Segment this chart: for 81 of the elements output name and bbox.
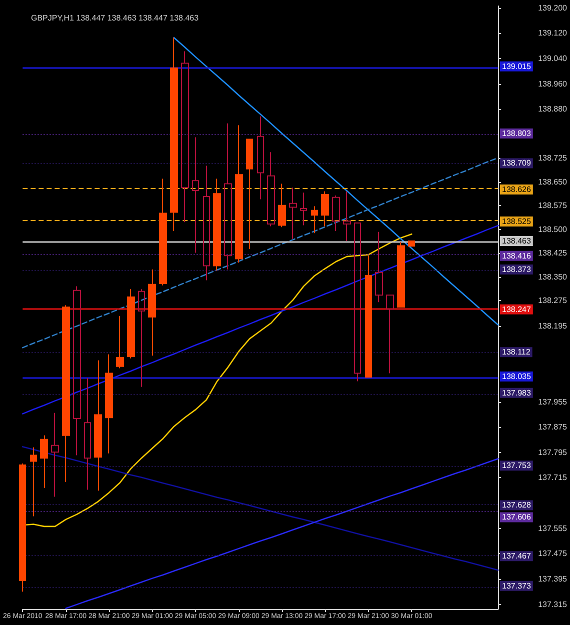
y-tick-label: 139.200 [538, 3, 568, 12]
y-tick-label: 138.650 [538, 177, 568, 186]
candlestick [365, 255, 372, 378]
ref-line-label: 138.463 [502, 236, 532, 246]
ref-line-label: 138.803 [502, 128, 532, 138]
y-tick-label: 138.425 [538, 248, 568, 258]
ref-line-label: 137.983 [502, 388, 532, 398]
line-series [22, 157, 499, 348]
y-tick-label: 138.960 [538, 79, 568, 88]
y-tick-label: 138.575 [538, 201, 568, 210]
candlestick [267, 152, 275, 227]
candlestick [148, 269, 156, 356]
candlestick [192, 136, 199, 254]
y-tick-label: 138.500 [538, 224, 568, 234]
candlestick [127, 288, 135, 359]
candlestick [73, 286, 81, 456]
y-tick-label: 138.195 [538, 321, 568, 330]
candlestick [332, 195, 340, 232]
candlestick [224, 122, 232, 270]
candlestick [84, 378, 91, 490]
candlestick [181, 50, 189, 223]
line-series [22, 446, 499, 571]
candlestick [105, 354, 113, 454]
text: GBPJPY,H1 138.447 138.463 138.447 138.463 [31, 14, 200, 22]
ref-line-label: 138.709 [502, 158, 532, 168]
y-tick-label: 138.275 [538, 296, 568, 306]
y-tick-label: 137.315 [538, 600, 568, 609]
candlestick [257, 116, 264, 200]
candlestick [94, 360, 102, 492]
candlestick [170, 37, 178, 232]
candlestick [159, 178, 167, 286]
ref-line-label: 139.015 [502, 62, 532, 71]
candlestick [30, 446, 37, 517]
candlestick [213, 178, 221, 271]
y-tick-label: 137.475 [538, 549, 568, 558]
y-tick-label: 138.350 [538, 272, 568, 282]
ref-line-label: 138.416 [502, 251, 532, 260]
ref-line-label: 137.373 [502, 581, 532, 590]
ref-line-label: 137.753 [502, 461, 532, 470]
candlestick [235, 124, 243, 264]
candlestick [343, 190, 351, 242]
candlestick [203, 165, 210, 281]
ref-line-label: 138.247 [502, 304, 532, 314]
ref-line-label: 138.626 [502, 184, 532, 194]
ref-line-label: 137.467 [502, 552, 532, 561]
candlestick [375, 231, 383, 303]
line-series [173, 36, 499, 326]
candlestick [311, 206, 318, 234]
candlestick [397, 242, 405, 308]
candlestick [300, 192, 307, 226]
y-tick-label: 139.120 [538, 28, 568, 38]
ref-line-label: 138.035 [502, 372, 532, 381]
candlestick [386, 294, 394, 374]
ref-line-label: 138.112 [502, 348, 531, 357]
y-tick-label: 137.955 [538, 397, 568, 406]
ref-line-label: 138.525 [502, 216, 532, 226]
ref-line-label: 137.606 [502, 512, 532, 522]
y-tick-label: 138.880 [538, 104, 568, 114]
candlestick [278, 183, 286, 228]
ref-line-label: 138.373 [502, 265, 532, 274]
line-series [65, 458, 499, 610]
candlestick [138, 288, 145, 388]
line-series [22, 224, 499, 414]
candlestick [246, 138, 253, 250]
y-tick-label: 139.040 [538, 54, 568, 64]
candlestick [321, 190, 329, 227]
candlestick [62, 304, 70, 482]
y-tick-label: 137.715 [538, 473, 568, 482]
candlestick [354, 222, 361, 382]
candlestick [116, 316, 124, 369]
candlestick [408, 240, 415, 247]
candlestick [19, 462, 26, 592]
y-tick-label: 137.795 [538, 448, 568, 457]
y-tick-label: 138.725 [538, 154, 568, 163]
candlestick [40, 434, 48, 488]
candlestick [51, 412, 59, 498]
ref-line-label: 137.628 [502, 500, 532, 510]
y-tick-label: 137.875 [538, 422, 568, 432]
candlestick [289, 187, 297, 240]
y-tick-label: 137.395 [538, 574, 568, 584]
y-tick-label: 137.555 [538, 524, 568, 533]
